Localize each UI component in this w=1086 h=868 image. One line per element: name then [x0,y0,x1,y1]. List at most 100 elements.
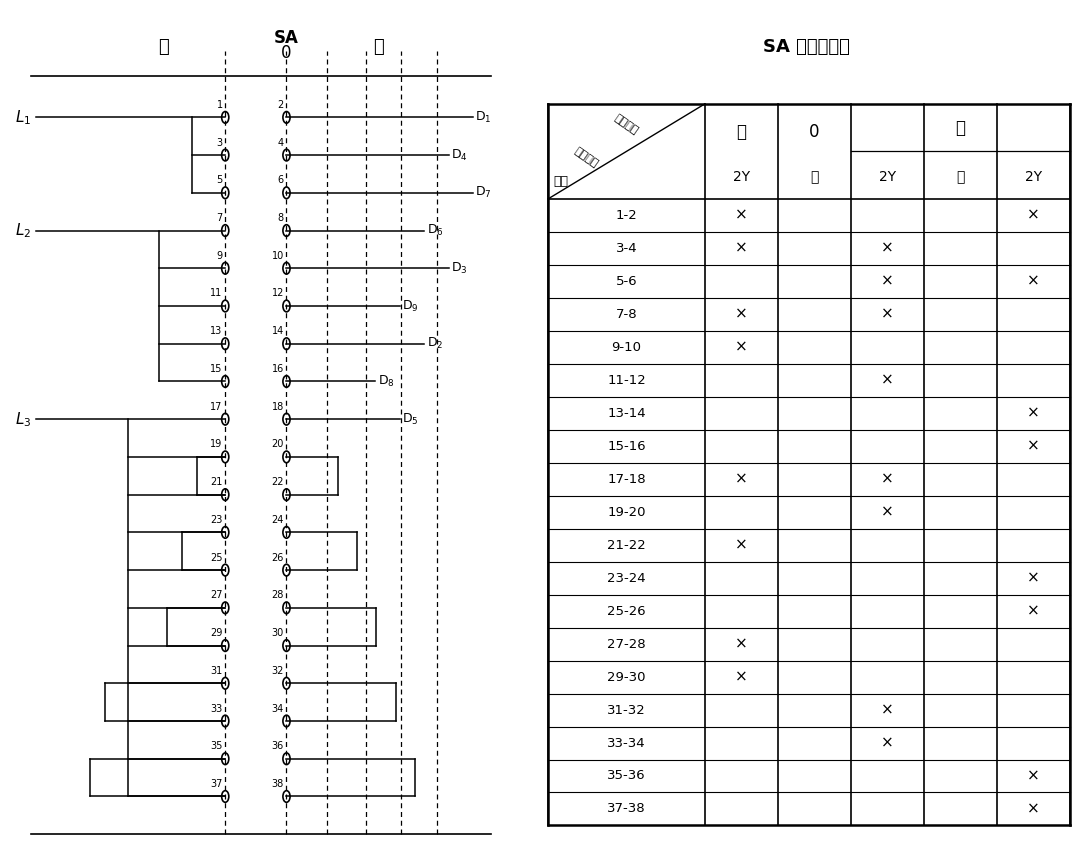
Text: 17: 17 [211,402,223,411]
Text: 33: 33 [211,704,223,713]
Text: SA: SA [274,30,299,47]
Text: 24: 24 [272,515,283,525]
Text: D$_4$: D$_4$ [452,148,468,162]
Text: 12: 12 [272,288,283,299]
Text: SA 触点闭合表: SA 触点闭合表 [763,38,849,56]
Text: 19: 19 [211,439,223,450]
Text: 7: 7 [216,213,223,223]
Text: 29-30: 29-30 [607,671,646,683]
Text: $L_3$: $L_3$ [15,410,31,429]
Text: 左: 左 [159,37,169,56]
Text: D$_6$: D$_6$ [427,223,443,238]
Text: 1: 1 [216,100,223,110]
Text: ×: × [881,273,894,289]
Text: ×: × [735,471,747,487]
Text: 17-18: 17-18 [607,473,646,485]
Text: ×: × [735,339,747,355]
Text: 31: 31 [211,666,223,676]
Text: ×: × [735,240,747,256]
Text: 2: 2 [278,100,283,110]
Text: 35: 35 [211,741,223,751]
Text: ×: × [735,537,747,553]
Text: 1-2: 1-2 [616,209,637,221]
Text: 21-22: 21-22 [607,539,646,551]
Text: ×: × [1027,570,1039,586]
Text: 5: 5 [216,175,223,185]
Text: ×: × [735,669,747,685]
Text: 23-24: 23-24 [607,572,646,584]
Text: 13-14: 13-14 [607,407,646,419]
Text: 3: 3 [216,138,223,148]
Text: 37-38: 37-38 [607,803,646,815]
Text: ×: × [881,372,894,388]
Text: ×: × [881,306,894,322]
Text: 10: 10 [272,251,283,260]
Text: ×: × [881,735,894,751]
Text: ×: × [735,306,747,322]
Text: 27-28: 27-28 [607,638,646,650]
Text: ×: × [1027,273,1039,289]
Text: 闭合情况: 闭合情况 [572,147,599,169]
Text: 28: 28 [272,590,283,601]
Text: 8: 8 [278,213,283,223]
Text: 0: 0 [281,44,292,62]
Text: D$_2$: D$_2$ [427,336,443,352]
Text: 21: 21 [211,477,223,487]
Text: 触点: 触点 [554,175,569,188]
Text: ×: × [735,207,747,223]
Text: 25-26: 25-26 [607,605,646,617]
Text: 2Y: 2Y [733,170,749,184]
Text: 34: 34 [272,704,283,713]
Text: 6: 6 [278,175,283,185]
Text: 左: 左 [736,123,746,141]
Text: 30: 30 [272,628,283,638]
Text: 33-34: 33-34 [607,737,646,749]
Text: 停: 停 [810,170,819,184]
Text: D$_5$: D$_5$ [402,411,419,427]
Text: ×: × [1027,603,1039,619]
Text: 22: 22 [272,477,283,487]
Text: 15-16: 15-16 [607,440,646,452]
Text: 19-20: 19-20 [607,506,646,518]
Text: 14: 14 [272,326,283,336]
Text: ×: × [1027,405,1039,421]
Text: ×: × [1027,438,1039,454]
Text: 13: 13 [211,326,223,336]
Text: 5-6: 5-6 [616,275,637,287]
Text: D$_9$: D$_9$ [402,299,419,313]
Text: 25: 25 [211,553,223,562]
Text: 右: 右 [956,119,965,136]
Text: 35-36: 35-36 [607,770,646,782]
Text: 2Y: 2Y [1025,170,1041,184]
Text: 16: 16 [272,364,283,374]
Text: 37: 37 [211,779,223,789]
Text: ×: × [1027,207,1039,223]
Text: 7-8: 7-8 [616,308,637,320]
Text: 15: 15 [211,364,223,374]
Text: 11: 11 [211,288,223,299]
Text: 11-12: 11-12 [607,374,646,386]
Text: 停: 停 [956,170,964,184]
Text: 29: 29 [211,628,223,638]
Text: 4: 4 [278,138,283,148]
Text: 2Y: 2Y [879,170,896,184]
Text: D$_7$: D$_7$ [476,185,492,201]
Text: 3-4: 3-4 [616,242,637,254]
Text: 23: 23 [211,515,223,525]
Text: D$_3$: D$_3$ [452,260,468,276]
Text: 0: 0 [809,123,820,141]
Text: $L_2$: $L_2$ [15,221,31,240]
Text: 26: 26 [272,553,283,562]
Text: ×: × [881,504,894,520]
Text: D$_1$: D$_1$ [476,110,492,125]
Text: 手柄位置: 手柄位置 [613,113,640,136]
Text: 31-32: 31-32 [607,704,646,716]
Text: ×: × [1027,768,1039,784]
Text: ×: × [881,702,894,718]
Text: ×: × [881,471,894,487]
Text: 20: 20 [272,439,283,450]
Text: 32: 32 [272,666,283,676]
Text: 右: 右 [372,37,383,56]
Text: 9-10: 9-10 [611,341,642,353]
Text: 18: 18 [272,402,283,411]
